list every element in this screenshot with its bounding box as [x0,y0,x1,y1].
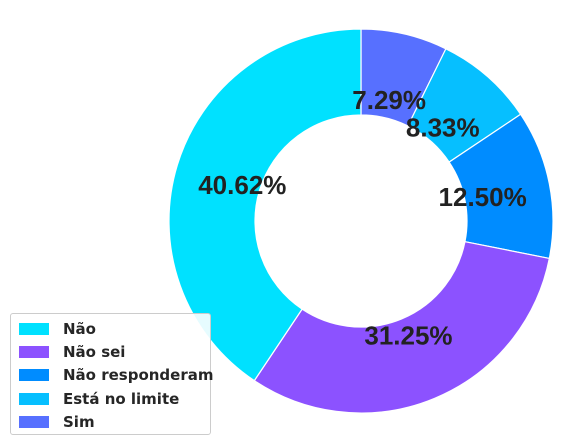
slice-labels: 7.29%8.33% 12.50% 31.25% 40.62% [198,85,526,350]
legend-label: Sim [63,413,95,432]
slice-label-nao-sei: 31.25% [364,321,452,351]
legend-swatch [19,346,49,359]
slice-nao-sei [253,240,551,414]
legend-item-nao: Não [19,317,210,340]
legend-item-sim: Sim [19,411,210,434]
legend-label: Não [63,319,96,338]
legend-label: Não responderam [63,366,214,385]
donut-slices [168,28,554,414]
legend-swatch [19,369,49,382]
legend-label: Está no limite [63,389,180,408]
legend-item-nao-responderam: Não responderam [19,364,214,387]
legend-item-nao-sei: Não sei [19,340,210,363]
slice-label-sim: 7.29% [352,85,426,115]
chart-legend: Não Não sei Não responderam Está no limite S… [10,313,214,435]
legend-label: Não sei [63,343,126,362]
legend-swatch [19,416,49,429]
slice-label-nao: 40.62% [198,170,286,200]
slice-label-esta-no-limite: 8.33% [406,113,480,143]
legend-swatch [19,322,49,335]
legend-item-esta-no-limite: Está no limite [19,387,210,410]
slice-label-nao-responderam: 12.50% [439,182,527,212]
slice-nao [168,28,362,382]
legend-swatch [19,392,49,405]
